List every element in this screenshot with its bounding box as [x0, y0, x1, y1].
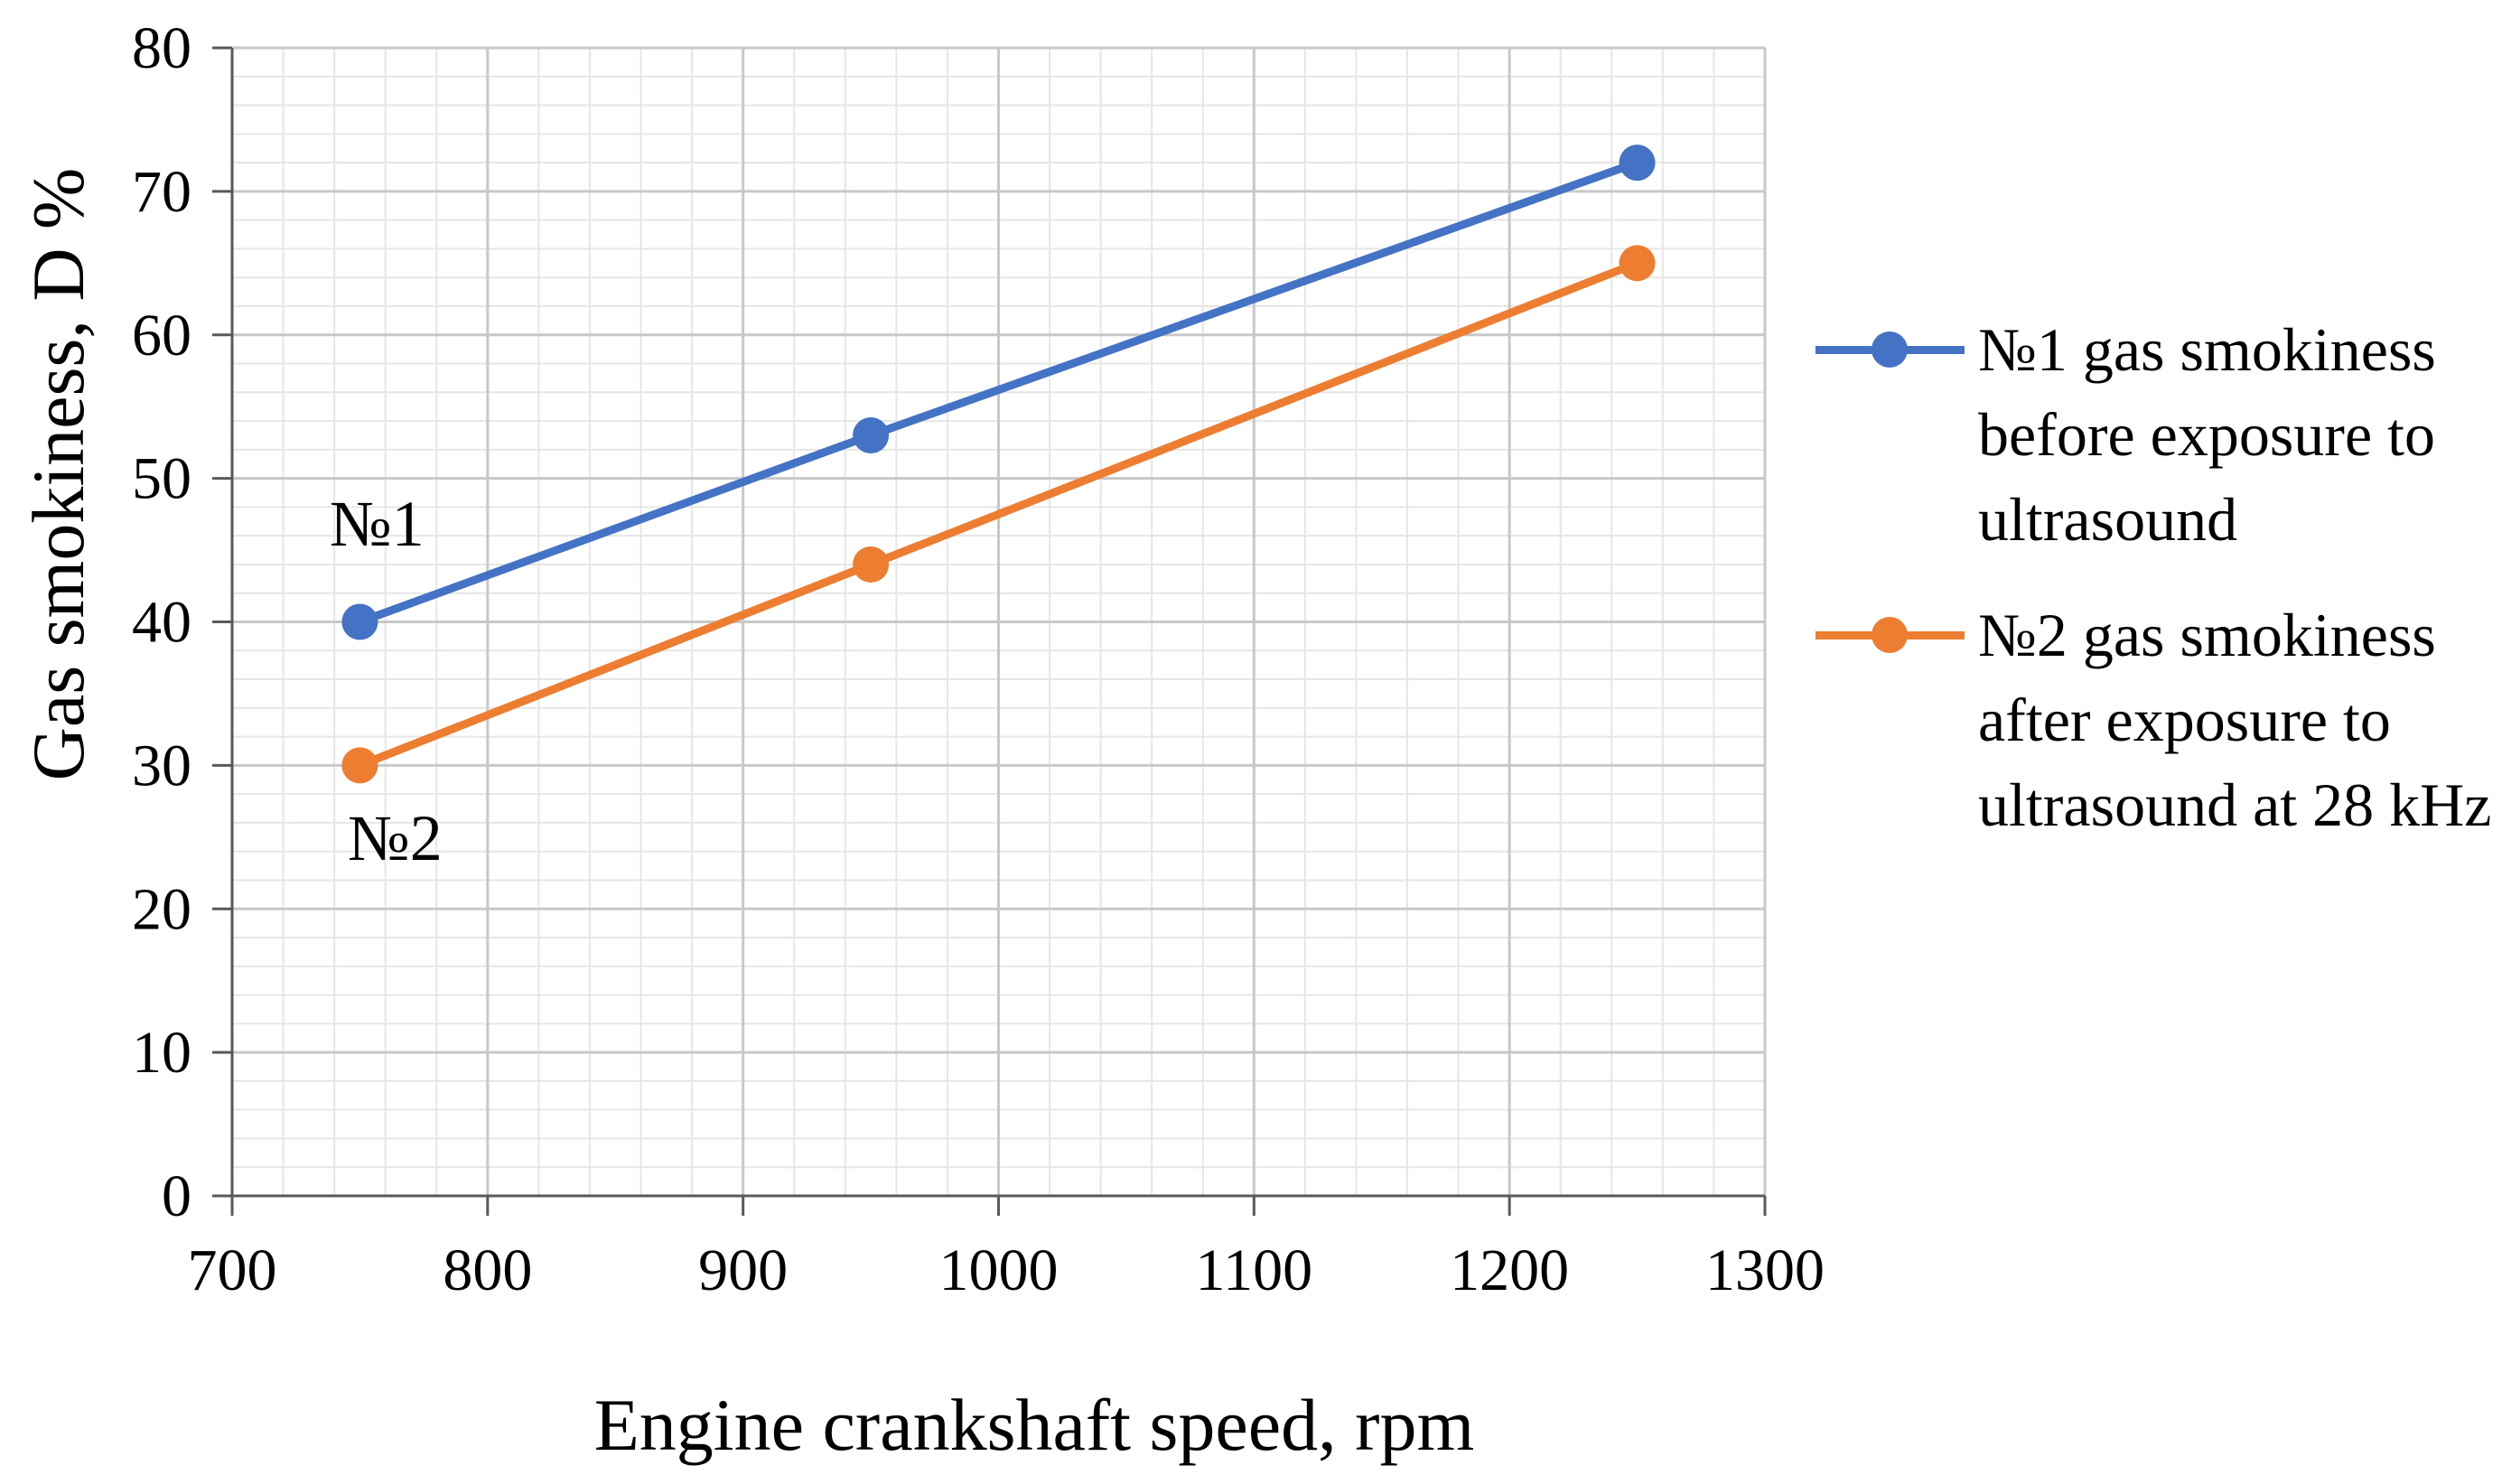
series-layer [341, 145, 1656, 784]
data-point-series-2 [341, 747, 378, 784]
x-tick-label: 1300 [1705, 1237, 1825, 1303]
data-point-series-2 [853, 546, 890, 583]
legend-marker-series-2 [1872, 617, 1908, 653]
y-tick-label: 30 [132, 733, 191, 798]
x-tick-label: 1100 [1196, 1237, 1313, 1303]
annotation-series-2: №2 [348, 802, 443, 874]
y-tick-label: 20 [132, 876, 191, 942]
y-axis-title: Gas smokiness, D % [17, 168, 99, 781]
data-point-series-1 [341, 603, 378, 640]
data-point-series-1 [853, 416, 890, 453]
y-tick-label: 80 [132, 15, 191, 81]
y-tick-label: 40 [132, 590, 191, 656]
y-tick-label: 0 [162, 1163, 191, 1229]
x-tick-label: 900 [698, 1237, 788, 1303]
x-tick-label: 1000 [939, 1237, 1059, 1303]
legend-swatch-series-1 [1811, 307, 1969, 392]
legend-label-series-2: №2 gas smokiness after exposure to ultra… [1978, 601, 2492, 839]
legend-marker-series-1 [1872, 331, 1908, 368]
legend-item-series-1: №1 gas smokiness before exposure to ultr… [1811, 307, 2506, 562]
y-tick-label: 10 [132, 1020, 191, 1086]
axes [212, 46, 1767, 1216]
legend: №1 gas smokiness before exposure to ultr… [1811, 307, 2506, 847]
x-tick-label: 800 [443, 1237, 532, 1303]
legend-swatch-series-2 [1811, 593, 1969, 677]
annotations: №1 №2 [330, 488, 443, 874]
legend-item-series-2: №2 gas smokiness after exposure to ultra… [1811, 593, 2506, 847]
y-tick-label: 70 [132, 159, 191, 225]
tick-labels: 0 10 20 30 40 50 60 70 80 700 800 900 1000 1100 1200 13… [132, 15, 1825, 1303]
data-point-series-2 [1619, 245, 1656, 282]
legend-label-series-1: №1 gas smokiness before exposure to ultr… [1978, 315, 2436, 554]
y-tick-label: 50 [132, 446, 191, 512]
y-tick-label: 60 [132, 303, 191, 369]
data-point-series-1 [1619, 145, 1656, 182]
x-tick-label: 700 [188, 1237, 277, 1303]
annotation-series-1: №1 [330, 488, 425, 560]
x-axis-title: Engine crankshaft speed, rpm [594, 1384, 1475, 1466]
x-tick-label: 1200 [1450, 1237, 1569, 1303]
